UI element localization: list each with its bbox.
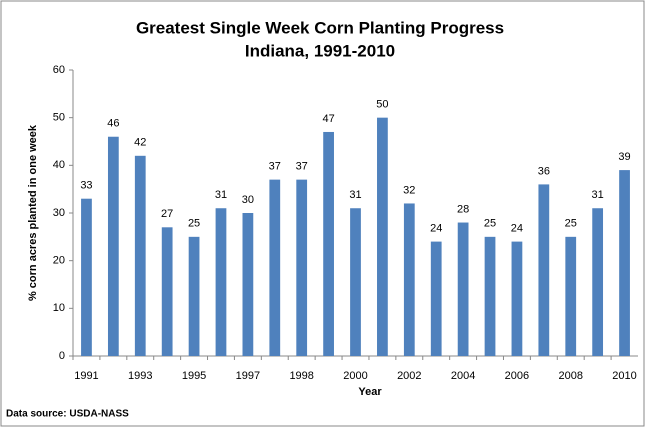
data-label: 24 xyxy=(511,223,523,235)
data-label: 39 xyxy=(618,151,630,163)
bar xyxy=(350,208,361,356)
data-label: 27 xyxy=(161,208,173,220)
bar xyxy=(619,170,630,356)
bar xyxy=(457,222,469,356)
x-tick-label: 2010 xyxy=(612,370,636,382)
y-tick-label: 50 xyxy=(53,112,65,124)
bar xyxy=(323,131,334,356)
bar xyxy=(242,213,254,356)
bar xyxy=(511,241,523,356)
bar xyxy=(188,236,200,356)
bar xyxy=(107,136,119,356)
y-tick-label: 10 xyxy=(53,302,65,314)
bar xyxy=(565,236,577,356)
y-tick-label: 30 xyxy=(53,207,65,219)
x-tick-label: 2008 xyxy=(558,370,582,382)
x-tick-label: 1995 xyxy=(182,370,206,382)
x-tick-label: 2002 xyxy=(397,370,421,382)
data-label: 28 xyxy=(457,203,469,215)
x-axis-label: Year xyxy=(358,386,382,398)
data-label: 36 xyxy=(538,165,550,177)
data-label: 24 xyxy=(430,223,442,235)
bar xyxy=(161,227,173,356)
data-label: 30 xyxy=(242,194,254,206)
y-tick-label: 20 xyxy=(53,255,65,267)
x-tick-label: 1998 xyxy=(289,370,313,382)
x-tick-label: 1993 xyxy=(128,370,152,382)
data-label: 25 xyxy=(565,218,577,230)
x-tick-label: 2006 xyxy=(505,370,529,382)
data-label: 25 xyxy=(188,218,200,230)
data-label: 31 xyxy=(215,189,227,201)
bar xyxy=(269,179,281,356)
bar xyxy=(430,241,442,356)
data-label: 50 xyxy=(376,99,388,111)
y-tick-label: 60 xyxy=(53,64,65,76)
data-label: 31 xyxy=(349,189,361,201)
data-label: 37 xyxy=(269,161,281,173)
data-label: 33 xyxy=(80,180,92,192)
x-tick-label: 2000 xyxy=(343,370,367,382)
bar xyxy=(484,236,496,356)
x-tick-label: 1991 xyxy=(74,370,98,382)
y-tick-label: 0 xyxy=(59,350,65,362)
y-axis-label: % corn acres planted in one week xyxy=(27,124,39,301)
data-label: 25 xyxy=(484,218,496,230)
bar xyxy=(403,203,415,356)
data-label: 46 xyxy=(107,118,119,130)
data-label: 31 xyxy=(592,189,604,201)
data-label: 42 xyxy=(134,137,146,149)
source-note: Data source: USDA-NASS xyxy=(6,409,129,420)
bar xyxy=(81,198,92,356)
bar xyxy=(134,155,146,356)
chart-subtitle: Indiana, 1991-2010 xyxy=(245,41,395,60)
chart-title: Greatest Single Week Corn Planting Progr… xyxy=(136,18,504,37)
bar xyxy=(538,184,550,356)
y-tick-label: 40 xyxy=(53,159,65,171)
data-label: 47 xyxy=(322,113,334,125)
bar xyxy=(377,117,388,357)
bar xyxy=(296,179,308,356)
data-label: 37 xyxy=(296,161,308,173)
bar xyxy=(592,208,604,356)
x-tick-label: 1997 xyxy=(236,370,260,382)
x-tick-label: 2004 xyxy=(451,370,475,382)
data-label: 32 xyxy=(403,184,415,196)
bar xyxy=(215,208,227,356)
